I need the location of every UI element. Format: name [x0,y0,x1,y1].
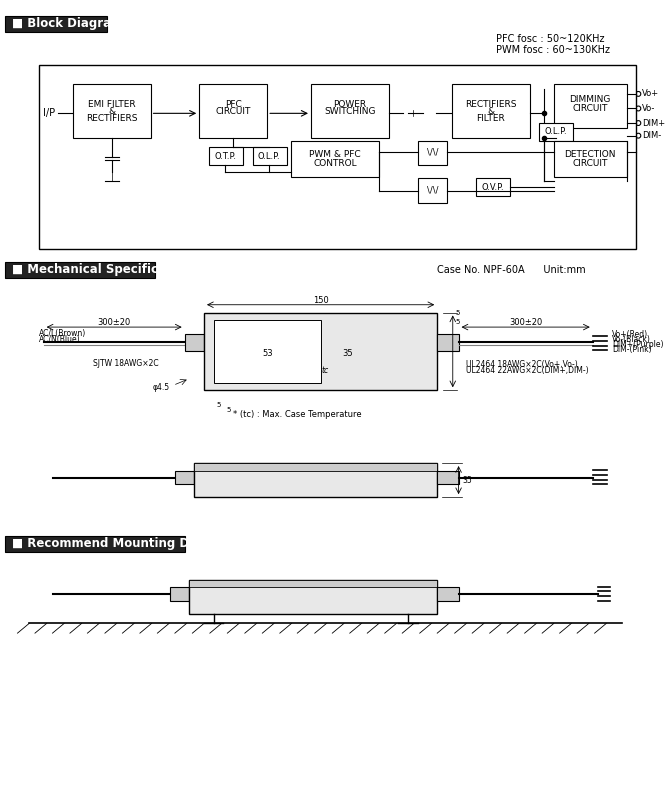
Text: PWM & PFC: PWM & PFC [310,150,361,159]
Text: Vo+(Red): Vo+(Red) [612,331,649,340]
Text: ■ Recommend Mounting Direction: ■ Recommend Mounting Direction [11,537,240,550]
Text: AC/L(Brown): AC/L(Brown) [39,329,86,339]
Bar [194,463,438,471]
Text: EMI FILTER: EMI FILTER [88,100,135,109]
Text: POWER: POWER [333,100,366,109]
Text: \/\/: \/\/ [427,186,438,194]
Text: ■ Mechanical Specification: ■ Mechanical Specification [11,263,192,277]
Text: 35: 35 [462,476,472,485]
Bar [438,471,458,485]
Text: Vo+: Vo+ [643,89,659,98]
Text: 300±20: 300±20 [509,318,542,327]
Bar [476,179,510,196]
Bar [204,312,438,391]
Bar [5,536,185,552]
Text: UL2464 18AWG×2C(Vo+,Vo-): UL2464 18AWG×2C(Vo+,Vo-) [466,359,578,368]
Text: \/\/: \/\/ [427,147,438,157]
Text: PWM fosc : 60~130KHz: PWM fosc : 60~130KHz [496,45,610,55]
Text: O.L.P.: O.L.P. [258,151,281,160]
Text: Case No. NPF-60A      Unit:mm: Case No. NPF-60A Unit:mm [438,265,586,275]
Text: Vo-(Black): Vo-(Black) [612,336,651,344]
Text: 300±20: 300±20 [97,318,130,327]
Text: 5: 5 [456,309,460,316]
Text: 5: 5 [216,402,221,408]
Bar [438,587,458,601]
Text: DETECTION: DETECTION [564,150,616,159]
Text: SJTW 18AWG×2C: SJTW 18AWG×2C [94,359,159,367]
Bar [253,147,287,165]
Bar [418,179,447,202]
Text: DIMMING: DIMMING [569,95,610,104]
Bar [214,320,321,383]
Text: tc: tc [322,367,329,375]
Bar [554,84,626,128]
Text: FILTER: FILTER [476,114,505,123]
Bar [194,463,438,497]
Text: O.T.P.: O.T.P. [214,151,237,160]
Text: UL2464 22AWG×2C(DIM+,DIM-): UL2464 22AWG×2C(DIM+,DIM-) [466,367,589,375]
Text: 53: 53 [262,349,273,358]
Text: DIM+: DIM+ [643,119,665,128]
Text: &: & [108,107,115,116]
Text: Vo-: Vo- [643,104,656,113]
Text: CIRCUIT: CIRCUIT [572,159,608,168]
Bar [311,84,389,138]
Bar [185,334,204,351]
Text: φ4.5: φ4.5 [153,383,170,392]
Text: 5: 5 [456,320,460,325]
Bar [73,84,151,138]
Bar [170,587,190,601]
Text: DIM+(Purple): DIM+(Purple) [612,340,663,349]
Text: CIRCUIT: CIRCUIT [216,107,251,116]
Bar [438,334,458,351]
Text: SWITCHING: SWITCHING [324,107,375,116]
Text: * (tc) : Max. Case Temperature: * (tc) : Max. Case Temperature [233,410,362,419]
Bar [190,579,438,587]
Bar [190,579,438,614]
Bar [554,140,626,178]
Text: CONTROL: CONTROL [314,159,357,168]
Text: PFC: PFC [225,100,242,109]
Text: 35: 35 [342,349,353,358]
Text: DIM-: DIM- [643,132,661,140]
Text: AC/N(Blue): AC/N(Blue) [39,336,80,344]
Text: 150: 150 [313,296,328,305]
Text: 5: 5 [226,406,230,413]
Text: CIRCUIT: CIRCUIT [572,104,608,113]
Bar [209,147,243,165]
Text: &: & [487,107,494,116]
Text: O.L.P.: O.L.P. [545,128,567,136]
Text: DIM-(Pink): DIM-(Pink) [612,345,652,354]
Bar [175,471,194,485]
Text: O.V.P.: O.V.P. [481,183,504,191]
Text: ■ Block Diagram: ■ Block Diagram [11,18,123,30]
Bar [5,262,155,277]
Bar [291,140,379,178]
Text: PFC fosc : 50~120KHz: PFC fosc : 50~120KHz [496,33,604,44]
Bar [539,123,574,140]
Text: RECTIFIERS: RECTIFIERS [465,100,517,109]
Text: I/P: I/P [43,108,55,118]
Bar [452,84,529,138]
Bar [39,65,636,249]
Text: RECTIFIERS: RECTIFIERS [86,114,137,123]
Bar [199,84,267,138]
Bar [5,16,107,32]
Bar [418,140,447,165]
